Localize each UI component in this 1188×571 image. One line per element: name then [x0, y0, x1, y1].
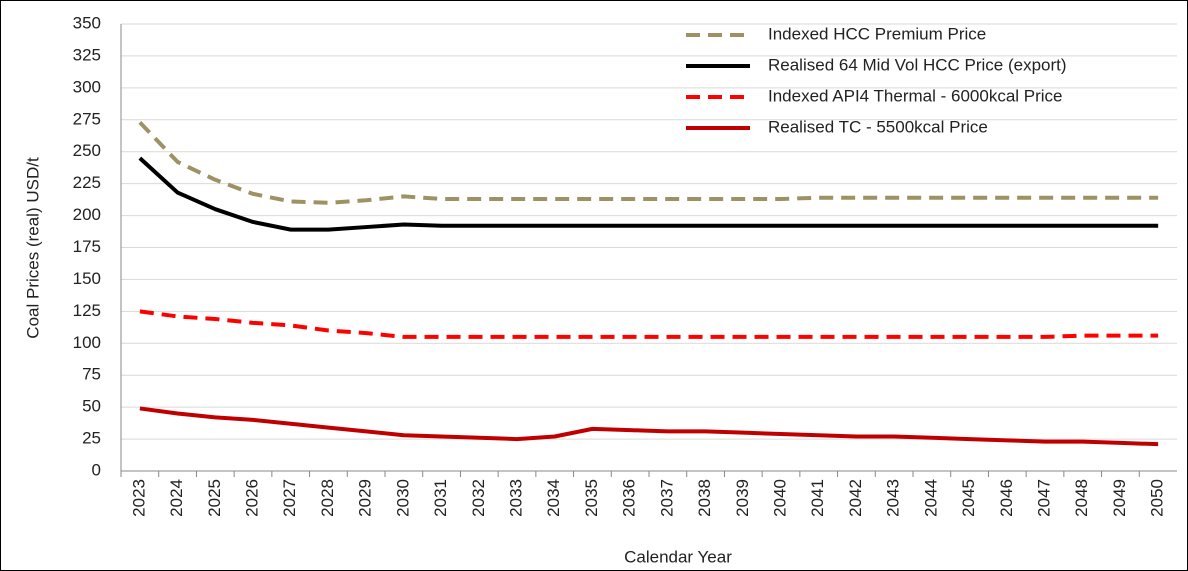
- y-tick-label: 75: [82, 365, 101, 384]
- x-tick-label: 2040: [770, 479, 789, 517]
- x-tick-label: 2045: [959, 479, 978, 517]
- x-tick-label: 2027: [280, 479, 299, 517]
- legend-label: Realised TC - 5500kcal Price: [768, 117, 988, 136]
- x-tick-label: 2028: [318, 479, 337, 517]
- legend-label: Indexed API4 Thermal - 6000kcal Price: [768, 86, 1063, 105]
- x-tick-label: 2042: [846, 479, 865, 517]
- series-line: [139, 309, 1159, 339]
- x-tick-label: 2044: [921, 479, 940, 517]
- y-tick-label: 175: [73, 237, 101, 256]
- y-tick-label: 0: [92, 460, 101, 479]
- x-tick-label: 2046: [997, 479, 1016, 517]
- y-tick-label: 225: [73, 173, 101, 192]
- y-tick-label: 275: [73, 109, 101, 128]
- x-tick-label: 2039: [733, 479, 752, 517]
- x-tick-label: 2048: [1072, 479, 1091, 517]
- x-axis-title: Calendar Year: [624, 547, 732, 566]
- series-line: [138, 156, 1159, 232]
- y-tick-label: 300: [73, 77, 101, 96]
- x-tick-label: 2033: [506, 479, 525, 517]
- x-tick-label: 2036: [620, 479, 639, 517]
- x-tick-label: 2024: [167, 479, 186, 517]
- x-tick-label: 2030: [393, 479, 412, 517]
- x-tick-label: 2032: [469, 479, 488, 517]
- x-tick-label: 2023: [129, 479, 148, 517]
- y-tick-label: 200: [73, 205, 101, 224]
- y-tick-label: 250: [73, 141, 101, 160]
- y-tick-label: 25: [82, 429, 101, 448]
- x-tick-label: 2050: [1148, 479, 1167, 517]
- x-tick-label: 2026: [242, 479, 261, 517]
- series-line: [139, 406, 1159, 447]
- x-tick-label: 2034: [544, 479, 563, 517]
- y-tick-label: 150: [73, 269, 101, 288]
- legend-label: Realised 64 Mid Vol HCC Price (export): [768, 55, 1067, 74]
- y-tick-label: 50: [82, 397, 101, 416]
- x-tick-label: 2029: [356, 479, 375, 517]
- series-line: [138, 120, 1159, 205]
- x-tick-label: 2043: [884, 479, 903, 517]
- y-tick-label: 125: [73, 301, 101, 320]
- y-tick-label: 350: [73, 13, 101, 32]
- x-tick-label: 2041: [808, 479, 827, 517]
- x-tick-label: 2025: [205, 479, 224, 517]
- x-tick-label: 2035: [582, 479, 601, 517]
- x-tick-label: 2047: [1034, 479, 1053, 517]
- y-tick-label: 100: [73, 333, 101, 352]
- x-tick-label: 2038: [695, 479, 714, 517]
- y-tick-label: 325: [73, 45, 101, 64]
- x-tick-label: 2031: [431, 479, 450, 517]
- x-tick-label: 2049: [1110, 479, 1129, 517]
- x-tick-label: 2037: [657, 479, 676, 517]
- legend-label: Indexed HCC Premium Price: [768, 24, 986, 43]
- y-axis-title: Coal Prices (real) USD/t: [23, 157, 42, 339]
